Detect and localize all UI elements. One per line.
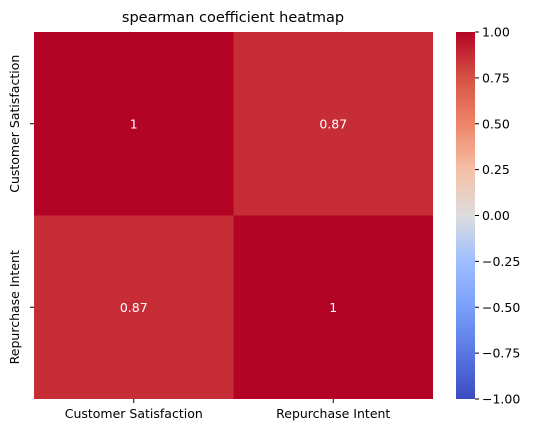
x-tick-label: Customer Satisfaction	[65, 406, 203, 421]
colorbar-tick-label: 1.00	[482, 25, 510, 40]
heatmap-cell	[233, 32, 433, 216]
x-axis: Customer Satisfaction Repurchase Intent	[65, 399, 390, 421]
x-tick-label: Repurchase Intent	[276, 406, 390, 421]
y-axis: Customer Satisfaction Repurchase Intent	[7, 55, 34, 364]
heatmap-cell-value: 0.87	[319, 116, 347, 131]
colorbar-tick-label: −0.75	[482, 346, 520, 361]
heatmap-cell-value: 0.87	[120, 300, 148, 315]
heatmap-cell-labels: 1 0.87 0.87 1	[120, 116, 347, 315]
y-tick-label: Repurchase Intent	[7, 250, 22, 364]
colorbar-tick-label: 0.00	[482, 208, 510, 223]
heatmap-cell	[233, 215, 433, 399]
chart-title: spearman coefficient heatmap	[122, 10, 344, 26]
heatmap-cell	[34, 215, 234, 399]
colorbar-tick-label: −1.00	[482, 392, 520, 407]
colorbar-tick-label: −0.50	[482, 300, 520, 315]
heatmap-cell	[34, 32, 234, 216]
heatmap-cells	[34, 32, 433, 399]
heatmap-cell-value: 1	[130, 116, 138, 131]
colorbar-tick-label: 0.25	[482, 162, 510, 177]
heatmap-cell-value: 1	[329, 300, 337, 315]
y-tick-label: Customer Satisfaction	[7, 55, 22, 193]
colorbar-tick-label: −0.25	[482, 254, 520, 269]
colorbar-axis: 1.00 0.75 0.50 0.25 0.00 −0.25 −0.50 −0.75 −1.00	[475, 25, 520, 407]
colorbar-tick-label: 0.50	[482, 116, 510, 131]
colorbar-tick-label: 0.75	[482, 70, 510, 85]
colorbar	[456, 32, 475, 399]
